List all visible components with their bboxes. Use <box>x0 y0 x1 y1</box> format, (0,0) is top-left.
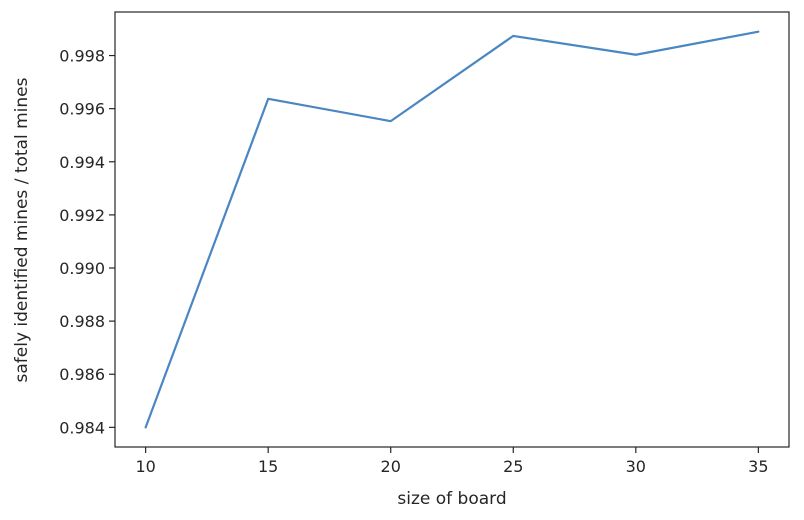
plot-frame <box>114 11 790 448</box>
x-tick-label: 20 <box>381 457 401 476</box>
series-line <box>144 30 760 429</box>
y-tick-label: 0.998 <box>59 47 105 66</box>
y-tick-label: 0.992 <box>59 206 105 225</box>
y-tick-label: 0.990 <box>59 259 105 278</box>
x-tick-label: 10 <box>135 457 155 476</box>
x-tick-label: 25 <box>503 457 523 476</box>
axis-ticks: 10 15 20 25 30 35 0.984 0.986 0.988 0.990 0.992 0.9… <box>59 47 768 476</box>
y-tick-label: 0.984 <box>59 418 105 437</box>
y-axis-label: safely identified mines / total mines <box>12 77 32 382</box>
y-tick-label: 0.996 <box>59 100 105 119</box>
x-tick-label: 15 <box>258 457 278 476</box>
x-tick-label: 35 <box>748 457 768 476</box>
x-tick-label: 30 <box>626 457 646 476</box>
plot-area <box>115 12 789 447</box>
y-tick-label: 0.986 <box>59 365 105 384</box>
y-tick-label: 0.988 <box>59 312 105 331</box>
x-axis-label: size of board <box>397 489 506 509</box>
y-tick-label: 0.994 <box>59 153 105 172</box>
